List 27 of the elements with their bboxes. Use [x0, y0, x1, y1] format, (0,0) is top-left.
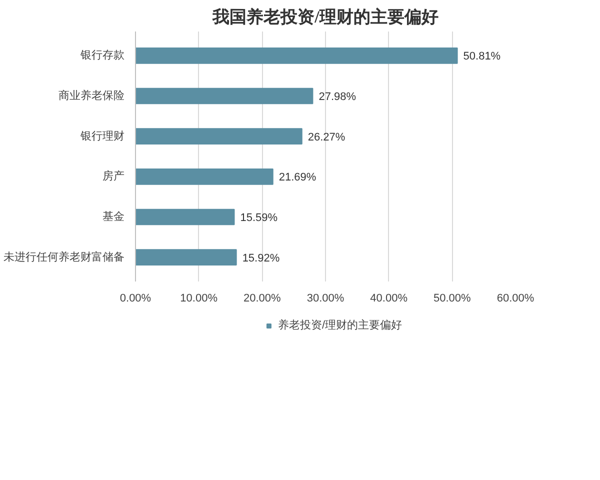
x-tick-label: 20.00%: [244, 292, 282, 304]
data-label: 50.81%: [463, 50, 501, 63]
legend-label: 养老投资/理财的主要偏好: [278, 318, 402, 332]
y-tick-label: 银行存款: [80, 50, 124, 62]
y-tick-label: 基金: [102, 210, 124, 223]
y-tick-label: 商业养老保险: [58, 89, 124, 102]
bar: [136, 88, 314, 104]
data-label: 21.69%: [278, 172, 316, 184]
bar: [136, 208, 235, 226]
chart-title: 我国养老投资/理财的主要偏好: [212, 8, 438, 26]
x-tick-label: 10.00%: [180, 292, 218, 304]
data-label: 27.98%: [318, 91, 356, 104]
x-tick-label: 0.00%: [120, 292, 152, 304]
y-tick-label: 房产: [102, 170, 124, 183]
x-tick-label: 50.00%: [434, 292, 472, 304]
bar: [136, 48, 458, 64]
y-tick-label: 未进行任何养老财富储备: [4, 250, 124, 264]
x-tick-label: 40.00%: [370, 292, 408, 304]
bar: [136, 128, 302, 144]
x-tick-label: 30.00%: [306, 292, 344, 304]
data-label: 15.92%: [242, 252, 280, 264]
data-label: 15.59%: [240, 212, 278, 224]
bar: [136, 168, 274, 185]
bar: [136, 249, 237, 266]
data-label: 26.27%: [308, 131, 346, 144]
x-tick-label: 60.00%: [496, 292, 534, 304]
y-tick-label: 银行理财: [80, 129, 124, 142]
